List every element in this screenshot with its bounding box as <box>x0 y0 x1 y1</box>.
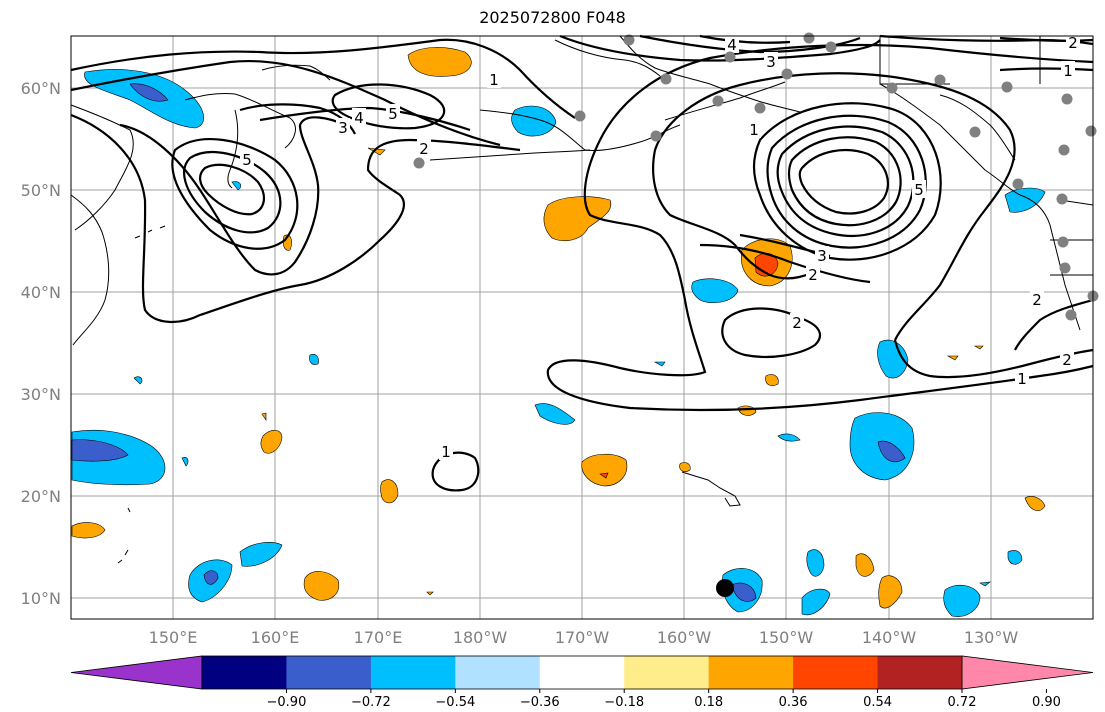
contour-label: 4 <box>352 108 366 127</box>
svg-text:2: 2 <box>1062 351 1072 369</box>
contour-lines <box>70 34 1094 492</box>
colorbar-segment <box>370 656 456 689</box>
lat-label: 50°N <box>21 181 61 200</box>
svg-text:5: 5 <box>242 151 252 169</box>
colorbar-segment <box>624 656 710 689</box>
colorbar-extend-high <box>961 655 1094 690</box>
svg-text:1: 1 <box>1063 62 1073 80</box>
shaded-anomalies <box>71 47 1046 617</box>
lon-label: 130°W <box>964 628 1019 647</box>
contour-label: 3 <box>764 52 778 71</box>
contour-label: 2 <box>790 313 804 332</box>
svg-text:3: 3 <box>338 119 348 137</box>
lat-label: 60°N <box>21 79 61 98</box>
svg-text:4: 4 <box>354 109 364 127</box>
contour-labels: 1 2 3 4 5 2 3 4 5 1 2 3 5 1 2 1 2 2 1 <box>240 33 1080 461</box>
marker-dot <box>716 579 734 597</box>
contour-label: 5 <box>240 150 254 169</box>
colorbar: −0.90 −0.72 −0.54 −0.36 −0.18 0.18 0.36 0.54 0.7… <box>70 655 1094 710</box>
contour-label: 5 <box>912 180 926 199</box>
lon-label: 160°W <box>657 628 712 647</box>
lon-label: 150°W <box>759 628 814 647</box>
colorbar-tick-label: −0.90 <box>267 695 307 710</box>
svg-text:5: 5 <box>388 105 398 123</box>
colorbar-tick-label: 0.72 <box>948 695 977 710</box>
colorbar-tick-label: −0.54 <box>435 695 475 710</box>
station-dots <box>413 32 1099 321</box>
lat-label: 30°N <box>21 385 61 404</box>
colorbar-segment <box>202 656 287 689</box>
colorbar-segment <box>708 656 794 689</box>
lon-label: 160°E <box>251 628 300 647</box>
colorbar-tick-label: −0.36 <box>520 695 560 710</box>
colorbar-segment <box>539 656 625 689</box>
colorbar-tick-label: 0.90 <box>1032 695 1061 710</box>
contour-label: 1 <box>487 70 501 89</box>
contour-label: 1 <box>1015 369 1029 388</box>
contour-label: 2 <box>806 265 820 284</box>
svg-text:2: 2 <box>1032 291 1042 309</box>
contour-label: 3 <box>815 246 829 265</box>
colorbar-segment <box>877 656 963 689</box>
contour-label: 1 <box>439 442 453 461</box>
lon-label: 140°W <box>862 628 917 647</box>
colorbar-segment <box>455 656 541 689</box>
colorbar-segment <box>286 656 372 689</box>
contour-label: 2 <box>1060 350 1074 369</box>
svg-text:4: 4 <box>727 36 737 54</box>
lon-label: 170°W <box>555 628 610 647</box>
gridlines <box>71 36 1093 619</box>
colorbar-segment <box>793 656 879 689</box>
colorbar-tick-label: −0.72 <box>351 695 391 710</box>
colorbar-tick-label: 0.18 <box>694 695 723 710</box>
contour-label: 2 <box>417 139 431 158</box>
contour-label: 3 <box>336 118 350 137</box>
lon-axis-labels: 150°E 160°E 170°E 180°W 170°W 160°W 150°… <box>149 628 1019 647</box>
svg-text:3: 3 <box>817 247 827 265</box>
colorbar-tick-label: 0.36 <box>779 695 808 710</box>
lon-label: 180°W <box>453 628 508 647</box>
svg-text:1: 1 <box>489 71 499 89</box>
colorbar-extend-low <box>70 655 203 690</box>
contour-label: 1 <box>747 120 761 139</box>
lon-label: 170°E <box>354 628 403 647</box>
lat-label: 40°N <box>21 283 61 302</box>
svg-text:2: 2 <box>419 140 429 158</box>
contour-label: 1 <box>1061 61 1075 80</box>
colorbar-tick-label: −0.18 <box>604 695 644 710</box>
lat-label: 10°N <box>21 589 61 608</box>
svg-text:2: 2 <box>1068 34 1078 52</box>
contour-label: 2 <box>1030 290 1044 309</box>
svg-text:1: 1 <box>441 443 451 461</box>
contour-label: 2 <box>1066 33 1080 52</box>
contour-label: 4 <box>725 35 739 54</box>
map-frame <box>70 35 1094 620</box>
svg-text:5: 5 <box>914 181 924 199</box>
lat-axis-labels: 60°N 50°N 40°N 30°N 20°N 10°N <box>21 79 61 608</box>
svg-text:2: 2 <box>792 314 802 332</box>
map-title: 2025072800 F048 <box>479 8 626 27</box>
svg-text:1: 1 <box>749 121 759 139</box>
svg-text:1: 1 <box>1017 370 1027 388</box>
lon-label: 150°E <box>149 628 198 647</box>
colorbar-tick-label: 0.54 <box>863 695 892 710</box>
contour-label: 5 <box>386 104 400 123</box>
svg-text:3: 3 <box>766 53 776 71</box>
lat-label: 20°N <box>21 487 61 506</box>
svg-text:2: 2 <box>808 266 818 284</box>
